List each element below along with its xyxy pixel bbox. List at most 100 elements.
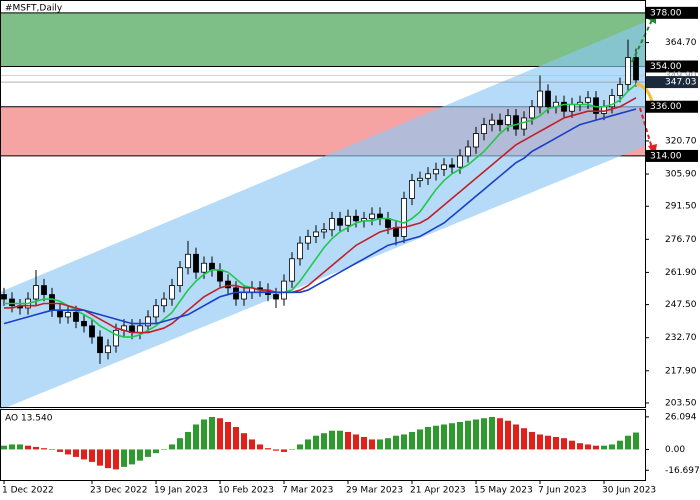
x-tick-label: 10 Feb 2023 [218, 486, 274, 496]
zone-label-box [646, 100, 698, 113]
candle-body [313, 231, 319, 237]
ao-bar [281, 449, 287, 452]
zone-label: 314.00 [650, 151, 682, 161]
candle-body [505, 115, 511, 126]
ao-bar [225, 421, 231, 450]
ao-bar [89, 449, 95, 462]
candle-body [465, 146, 471, 157]
ao-bar [241, 433, 247, 450]
ao-bar [569, 440, 575, 450]
candle-body [425, 173, 431, 179]
ao-plot [1, 416, 639, 470]
ao-bar [113, 449, 119, 470]
ao-bar [41, 448, 47, 450]
ao-bar [609, 444, 615, 450]
ao-bar [313, 435, 319, 450]
ao-bar [473, 419, 479, 450]
candle-body [201, 262, 207, 273]
x-tick-label: 29 Mar 2023 [346, 486, 403, 496]
ao-bar [449, 423, 455, 450]
ao-bar [425, 426, 431, 450]
candle-body [209, 262, 215, 271]
candle-body [625, 57, 631, 85]
candle-body [609, 95, 615, 108]
chart-title: #MSFT,Daily [5, 4, 63, 14]
y-tick-label: 232.70 [665, 333, 697, 343]
ao-bar [505, 420, 511, 450]
ao-bar [345, 431, 351, 450]
candle-body [177, 267, 183, 287]
ao-bar [169, 444, 175, 450]
y-tick-label: 203.50 [665, 398, 697, 408]
ao-frame [0, 409, 646, 481]
candle-body [81, 320, 87, 327]
ao-bar [625, 435, 631, 450]
zone-label: 354.00 [650, 62, 682, 72]
candle-body [617, 83, 623, 96]
x-tick-label: 30 Jun 2023 [602, 486, 656, 496]
up-arrow [631, 19, 653, 63]
candle-body [137, 325, 143, 333]
candle-body [161, 298, 167, 307]
main-frame [0, 0, 646, 408]
moving-average [3, 108, 637, 325]
candle-body [145, 316, 151, 327]
candle-body [449, 164, 455, 168]
zone-label-box [646, 6, 698, 19]
candle-body [497, 119, 503, 126]
candle-body [585, 97, 591, 103]
ao-bar [561, 438, 567, 450]
candle-body [473, 133, 479, 148]
ao-bar [257, 444, 263, 450]
price-label: 347.03 [665, 78, 697, 88]
candle-body [41, 285, 47, 295]
ao-bar [17, 444, 23, 450]
ao-bar [361, 436, 367, 450]
ao-bar [617, 440, 623, 450]
ao-bar [529, 431, 535, 450]
ao-bar [633, 432, 639, 450]
candle-body [217, 269, 223, 282]
x-tick-label: 19 Jan 2023 [154, 486, 208, 496]
candle-body [73, 312, 79, 322]
candle-body [441, 164, 447, 170]
y-tick-label: 320.70 [665, 136, 697, 146]
main-plot [0, 39, 645, 364]
candle-body [153, 305, 159, 318]
ao-bar [441, 424, 447, 450]
candle-body [457, 155, 463, 168]
candle-body [417, 177, 423, 181]
y-tick-label: 261.90 [665, 268, 697, 278]
candle-body [393, 227, 399, 237]
y-tick-label: 247.50 [665, 300, 697, 310]
candle-body [105, 345, 111, 354]
ao-bar [49, 449, 55, 450]
y-tick-label: 305.90 [665, 170, 697, 180]
x-tick-label: 1 Dec 2022 [2, 486, 54, 496]
ao-bar [369, 439, 375, 450]
ao-bar [457, 421, 463, 450]
candle-body [481, 124, 487, 134]
candle-body [409, 180, 415, 199]
ao-bar [353, 434, 359, 450]
ao-bar [177, 438, 183, 450]
ao-bar [585, 444, 591, 450]
zone-label-box [646, 149, 698, 162]
candle-body [401, 198, 407, 237]
ao-bar [297, 444, 303, 450]
y-tick-label: 364.70 [665, 38, 697, 48]
ao-bar [601, 445, 607, 450]
ao-bar [593, 445, 599, 450]
ao-bar [265, 448, 271, 450]
candle-body [321, 229, 327, 233]
candle-body [297, 242, 303, 260]
candle-body [193, 253, 199, 273]
y-tick-label: 0.00 [665, 445, 685, 455]
candle-body [569, 104, 575, 112]
candle-body [1, 294, 7, 300]
ao-bar [33, 446, 39, 450]
ao-bar [273, 449, 279, 451]
candle-body [97, 336, 103, 354]
x-tick-label: 7 Mar 2023 [282, 486, 333, 496]
